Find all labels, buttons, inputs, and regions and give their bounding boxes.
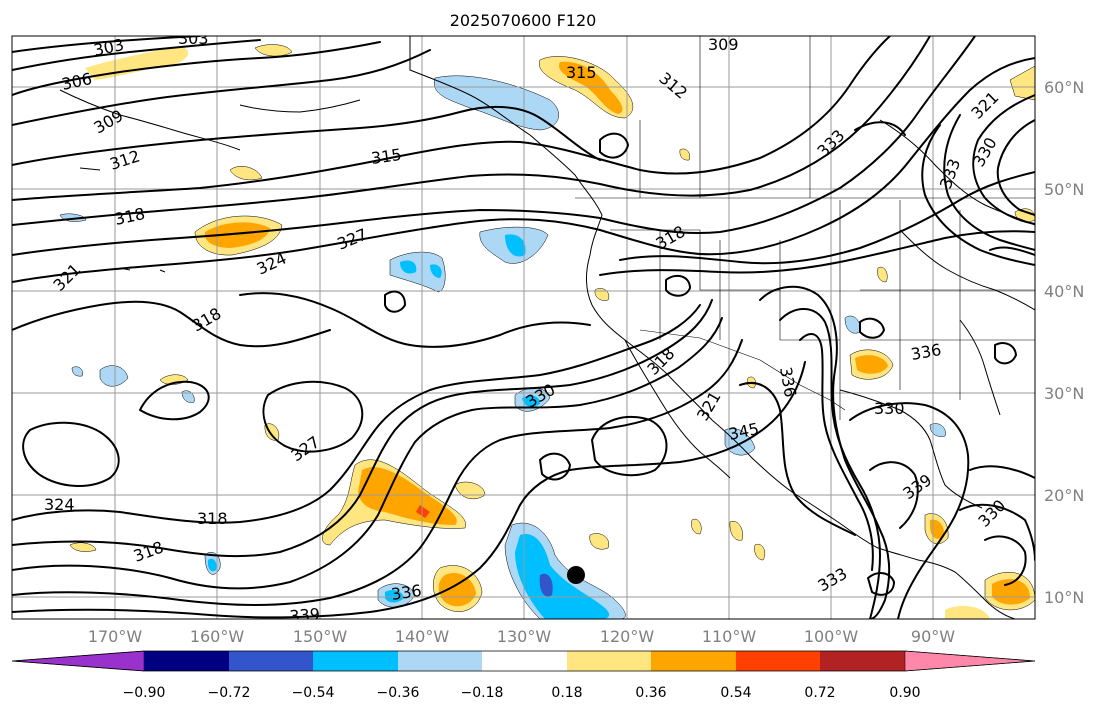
colorbar-tick: −0.72: [208, 685, 251, 701]
lon-label: 100°W: [804, 627, 859, 646]
storm-center-dot: [567, 566, 585, 584]
lat-label: 20°N: [1044, 486, 1084, 505]
lat-label: 30°N: [1044, 384, 1084, 403]
colorbar-bin: [313, 651, 398, 671]
colorbar-bin: [482, 651, 567, 671]
lon-label: 130°W: [497, 627, 552, 646]
colorbar-tick: 0.54: [720, 685, 751, 701]
contour-label: 318: [197, 509, 228, 528]
colorbar-tick: 0.72: [804, 685, 835, 701]
political-borders: [409, 36, 1035, 420]
lat-label: 10°N: [1044, 588, 1084, 607]
contour-label: 330: [874, 399, 905, 418]
contour-label: 303: [92, 35, 126, 60]
colorbar-bin: [11, 650, 145, 672]
contour-label: 324: [44, 495, 75, 514]
lat-label: 50°N: [1044, 180, 1084, 199]
lon-label: 110°W: [702, 627, 757, 646]
colorbar-tick: 0.36: [635, 685, 666, 701]
map-title: 2025070600 F120: [450, 11, 597, 30]
colorbar-tick: −0.90: [123, 685, 166, 701]
lon-label: 170°W: [88, 627, 143, 646]
contour-label: 336: [390, 581, 423, 604]
lon-label: 120°W: [600, 627, 655, 646]
lon-label: 90°W: [911, 627, 955, 646]
contour-label: 303: [178, 29, 209, 48]
contour-label: 309: [708, 35, 739, 54]
colorbar-bin: [736, 651, 820, 671]
lat-label: 60°N: [1044, 78, 1084, 97]
colorbar-tick: −0.18: [461, 685, 504, 701]
map-area: 303 306 309 312 315 318 321 324 327 330 …: [12, 29, 1035, 626]
colorbar: −0.90 −0.72 −0.54 −0.36 −0.18 0.18 0.36 …: [11, 650, 1036, 701]
colorbar-bin: [567, 651, 651, 671]
colorbar-tick: −0.36: [377, 685, 420, 701]
colorbar-bin: [904, 650, 1036, 672]
colorbar-tick: −0.54: [292, 685, 335, 701]
contour-label: 339: [289, 604, 321, 626]
colorbar-tick: 0.90: [889, 685, 920, 701]
colorbar-tick-labels: −0.90 −0.72 −0.54 −0.36 −0.18 0.18 0.36 …: [123, 685, 921, 701]
colorbar-bin: [398, 651, 482, 671]
negative-anomaly-shading: [59, 75, 946, 619]
height-contours: [12, 36, 1035, 619]
colorbar-bin: [651, 651, 736, 671]
colorbar-tick: 0.18: [551, 685, 582, 701]
lon-label: 150°W: [293, 627, 348, 646]
latitude-labels: 60°N 50°N 40°N 30°N 20°N 10°N: [1044, 78, 1084, 607]
contour-labels: 303 306 309 312 315 318 321 324 327 330 …: [44, 29, 1009, 626]
longitude-labels: 170°W 160°W 150°W 140°W 130°W 120°W 110°…: [88, 627, 955, 646]
lat-label: 40°N: [1044, 282, 1084, 301]
colorbar-bin: [229, 651, 313, 671]
lon-label: 140°W: [395, 627, 450, 646]
lon-label: 160°W: [190, 627, 245, 646]
contour-label: 315: [566, 63, 597, 82]
contour-label: 315: [370, 145, 403, 168]
positive-anomaly-shading: [69, 44, 1035, 619]
map-frame: [11, 35, 1036, 620]
colorbar-bin: [820, 651, 905, 671]
colorbar-bin: [144, 651, 229, 671]
